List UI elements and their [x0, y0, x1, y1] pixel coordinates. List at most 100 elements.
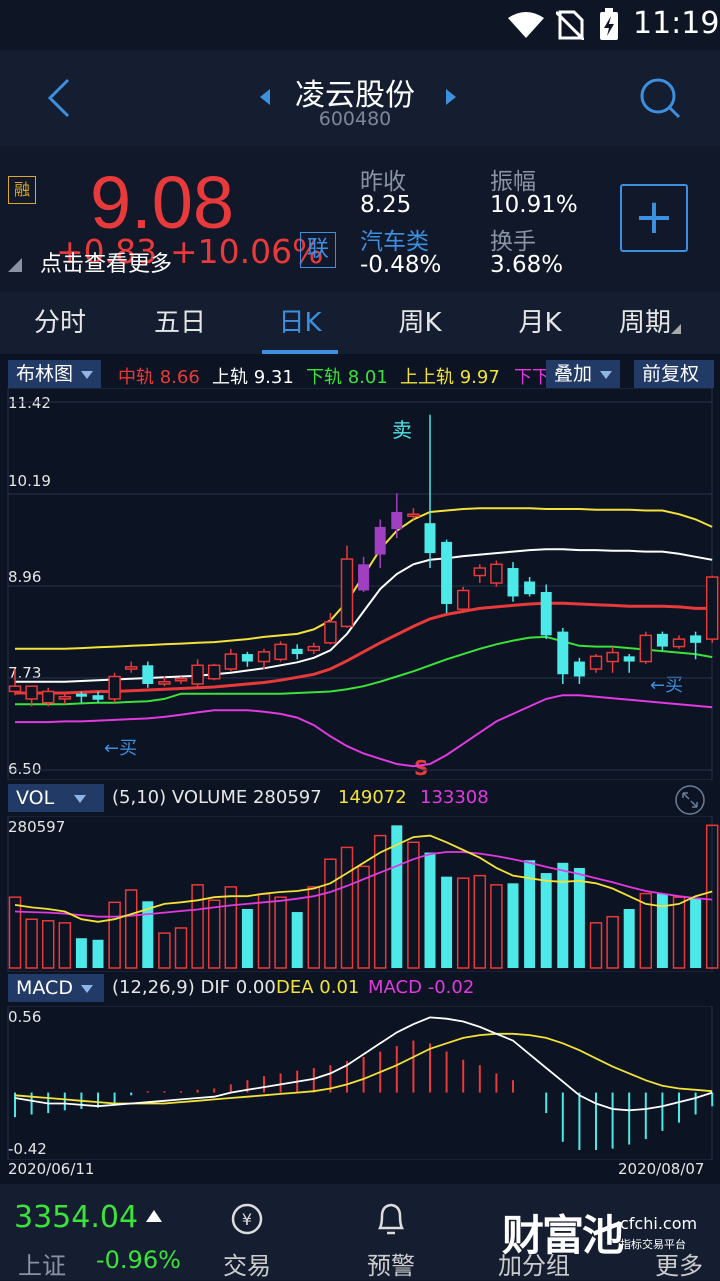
- candle-body: [274, 643, 287, 661]
- trade-icon[interactable]: ¥: [230, 1202, 264, 1236]
- candle-body: [291, 648, 303, 655]
- macd-chart[interactable]: [0, 1006, 720, 1160]
- lower-band-line: [15, 635, 713, 706]
- candle-body: [573, 661, 585, 677]
- add-group-label[interactable]: 加分组: [498, 1252, 570, 1280]
- next-stock-icon[interactable]: [444, 88, 458, 106]
- top-nav-bar: 凌云股份 600480: [0, 50, 720, 146]
- volume-bar: [307, 886, 321, 969]
- alert-label[interactable]: 预警: [367, 1252, 415, 1280]
- tab-daily-k[interactable]: 日K: [278, 308, 322, 338]
- volume-bar: [92, 939, 104, 968]
- volume-bar: [573, 867, 585, 968]
- candle-body: [58, 695, 72, 700]
- macd-selector[interactable]: MACD: [8, 974, 104, 1002]
- price-axis-label: 11.42: [8, 394, 51, 412]
- vol-name: VOL: [16, 787, 55, 809]
- sector-change: -0.48%: [360, 252, 442, 278]
- linked-stock-button[interactable]: 联: [300, 232, 336, 268]
- tap-more-link[interactable]: 点击查看更多: [40, 252, 173, 277]
- tab-monthly-k[interactable]: 月K: [518, 308, 562, 338]
- price-change: +0.83: [56, 232, 158, 271]
- indicator-selector[interactable]: 布林图: [8, 360, 102, 388]
- search-icon[interactable]: [638, 76, 682, 120]
- candle-body: [191, 664, 204, 685]
- adjust-selector[interactable]: 前复权: [634, 360, 714, 388]
- volume-chart[interactable]: [0, 816, 720, 972]
- prev-close-value: 8.25: [360, 192, 412, 218]
- candle-body: [705, 576, 719, 640]
- add-watchlist-button[interactable]: +: [620, 184, 688, 252]
- tab-intraday[interactable]: 分时: [33, 308, 86, 338]
- vol-selector[interactable]: VOL: [8, 784, 104, 812]
- volume-bar: [25, 918, 38, 969]
- tab-five-day[interactable]: 五日: [153, 308, 206, 338]
- battery-charging-icon: [600, 8, 618, 40]
- fullscreen-icon[interactable]: [674, 784, 706, 816]
- prev-stock-icon[interactable]: [258, 88, 272, 106]
- candle-body: [8, 685, 22, 693]
- back-icon[interactable]: [44, 76, 74, 120]
- trade-label[interactable]: 交易: [223, 1252, 271, 1280]
- volume-bar: [274, 896, 287, 969]
- dropdown-icon: [81, 370, 94, 379]
- candle-body: [224, 653, 238, 670]
- index-value[interactable]: 3354.04: [14, 1200, 139, 1235]
- expand-up-icon[interactable]: [146, 1210, 162, 1222]
- volume-bar: [142, 901, 154, 968]
- volume-bar: [340, 846, 354, 969]
- more-label[interactable]: 更多: [655, 1252, 703, 1280]
- volume-bar: [705, 824, 719, 969]
- candle-body: [391, 511, 403, 530]
- candle-body: [441, 541, 453, 604]
- vol-ma10: 133308: [420, 787, 489, 808]
- turnover-label: 换手: [490, 229, 536, 255]
- status-bar: 11:19: [0, 0, 720, 50]
- volume-bar: [291, 912, 303, 968]
- candle-body: [524, 581, 536, 595]
- candle-body: [174, 677, 188, 682]
- dif-line: [14, 1016, 713, 1112]
- stock-code: 600480: [318, 108, 392, 130]
- bell-icon[interactable]: [374, 1200, 408, 1238]
- watermark-logo: 财富池: [502, 1211, 624, 1260]
- vol-ma10-line: [14, 851, 713, 918]
- volume-bar: [324, 858, 337, 969]
- volume-bar: [672, 896, 686, 969]
- volume-bar: [524, 860, 536, 968]
- upper-band-line: [15, 548, 713, 683]
- wifi-icon: [508, 12, 544, 38]
- sector-link[interactable]: 汽车类: [360, 229, 429, 255]
- tab-weekly-k[interactable]: 周K: [398, 308, 442, 338]
- candlestick-chart[interactable]: [0, 388, 720, 780]
- candle-body: [374, 526, 386, 555]
- candle-body: [656, 633, 668, 647]
- candle-body: [257, 651, 271, 663]
- candle-body: [340, 558, 354, 628]
- dropdown-icon: [74, 794, 87, 803]
- volume-bar: [241, 908, 253, 968]
- volume-bar: [473, 874, 487, 969]
- volume-bar: [8, 896, 22, 969]
- candle-body: [108, 675, 121, 700]
- volume-bar: [373, 834, 387, 969]
- upup-band-label: 上上轨 9.97: [400, 367, 500, 388]
- volume-bar: [224, 886, 238, 969]
- vol-params: (5,10) VOLUME 280597: [112, 787, 322, 808]
- volume-bar: [407, 841, 420, 969]
- tab-period[interactable]: 周期: [590, 292, 710, 354]
- candle-body: [324, 621, 337, 644]
- volume-bar: [606, 915, 619, 969]
- overlay-selector[interactable]: 叠加: [546, 360, 621, 388]
- volume-bar: [357, 865, 370, 969]
- candle-body: [639, 634, 653, 663]
- plot-frame: [7, 1006, 713, 1160]
- lowlow-band-label: 下下: [514, 367, 548, 388]
- candle-body: [407, 513, 420, 517]
- candle-body: [672, 638, 686, 648]
- volume-bar: [174, 927, 188, 969]
- stock-name: 凌云股份: [295, 78, 415, 113]
- candle-body: [456, 589, 470, 610]
- active-tab-indicator: [262, 350, 338, 354]
- candle-body: [207, 664, 221, 680]
